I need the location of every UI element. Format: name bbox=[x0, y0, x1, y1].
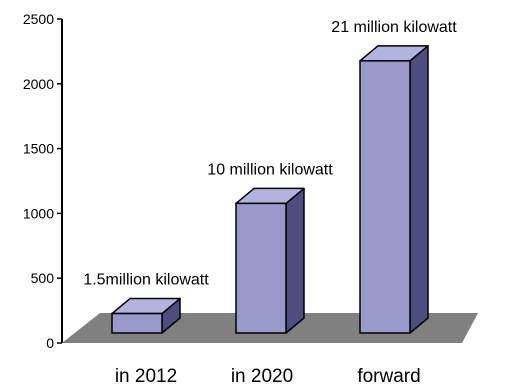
bar-front-face bbox=[359, 60, 411, 334]
data-label: 21 million kilowatt bbox=[331, 19, 457, 36]
y-tick-label: 0 bbox=[46, 335, 54, 351]
data-label: 10 million kilowatt bbox=[207, 161, 333, 178]
bar-side-face bbox=[285, 187, 305, 334]
bar bbox=[235, 187, 305, 334]
bar bbox=[359, 45, 429, 334]
data-label: 1.5million kilowatt bbox=[83, 272, 209, 289]
y-tick-label: 1000 bbox=[23, 205, 54, 221]
y-tick-label: 1500 bbox=[23, 141, 54, 157]
x-category-label: in 2020 bbox=[231, 366, 293, 387]
bar-front-face bbox=[111, 312, 163, 334]
y-tick-label: 2000 bbox=[23, 76, 54, 92]
y-tick-label: 500 bbox=[31, 270, 55, 286]
bar-side-face bbox=[409, 45, 429, 334]
x-category-label: in 2012 bbox=[115, 366, 177, 387]
bar-front-face bbox=[235, 202, 287, 334]
y-tick-label: 2500 bbox=[23, 11, 54, 27]
bar bbox=[111, 297, 181, 334]
x-category-label: forward bbox=[357, 366, 420, 387]
